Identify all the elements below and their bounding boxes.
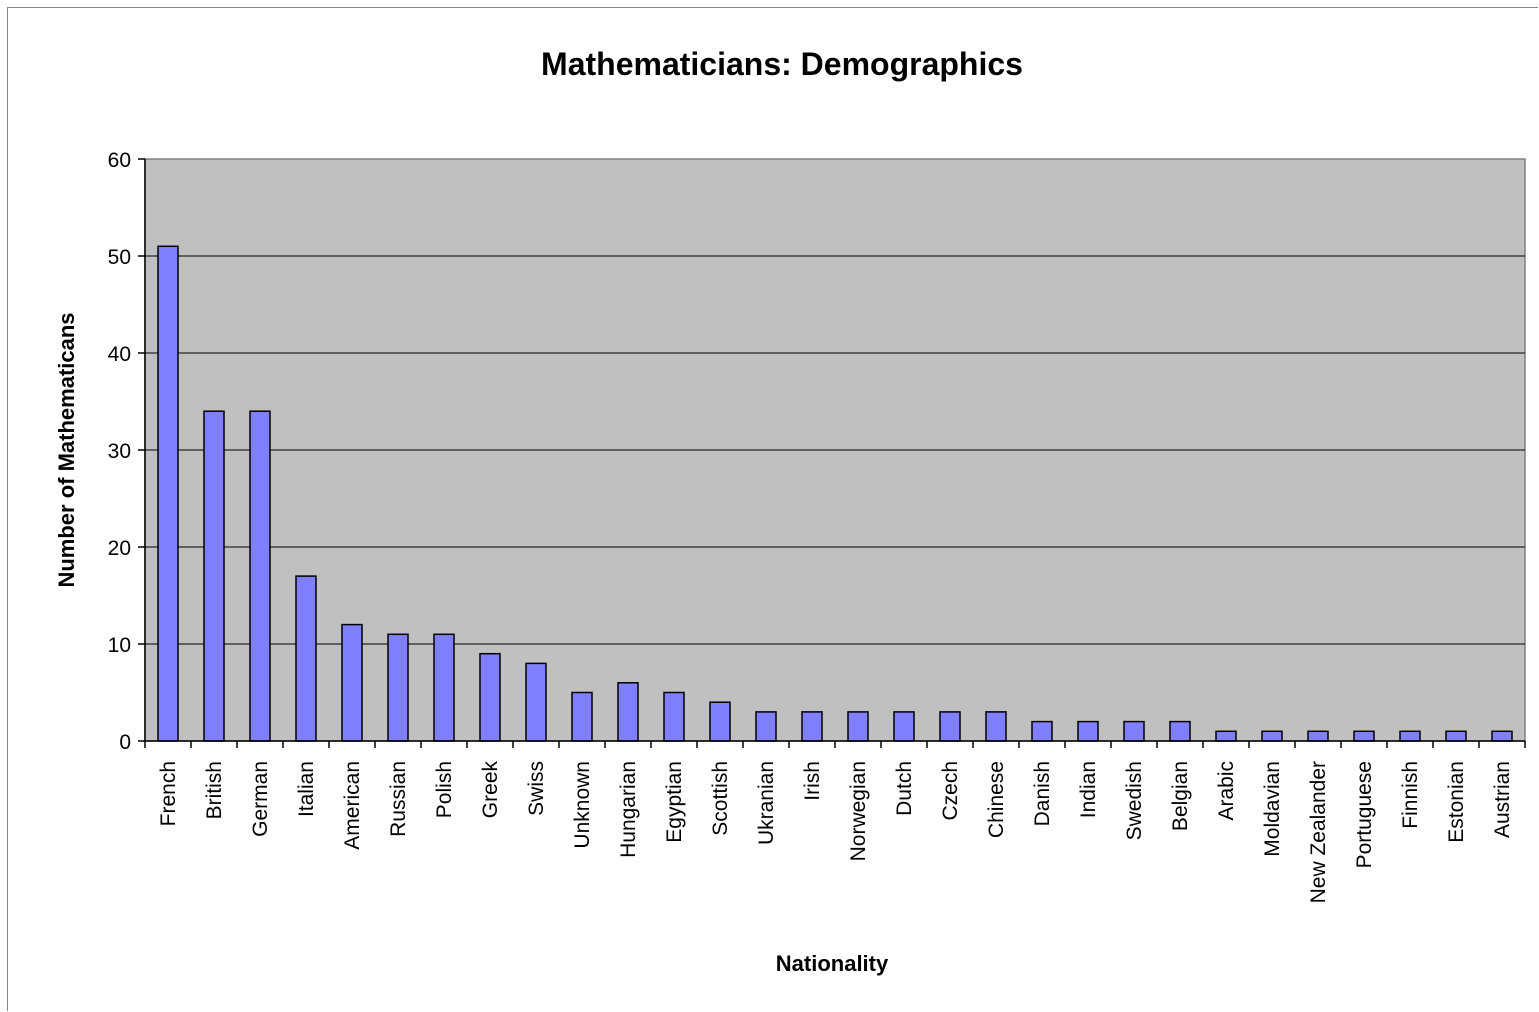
bar — [387, 633, 409, 742]
bar — [1031, 720, 1053, 742]
bar — [295, 575, 317, 742]
x-tick-label: Indian — [1077, 761, 1100, 818]
bar — [847, 711, 869, 742]
y-tick-labels: 0 10 20 30 40 50 60 — [108, 149, 131, 754]
bar — [801, 711, 823, 742]
bar — [249, 410, 271, 742]
bar — [985, 711, 1007, 742]
y-tick-label: 10 — [108, 634, 131, 657]
x-tick-label: Arabic — [1215, 761, 1238, 821]
x-tick-label: Russian — [387, 761, 410, 837]
x-tick-label: American — [341, 761, 364, 850]
x-tick-label: Greek — [479, 761, 502, 819]
bar — [1353, 730, 1375, 742]
x-tick-label: Swiss — [525, 761, 548, 816]
bar — [1123, 720, 1145, 742]
bar — [203, 410, 225, 742]
x-tick-label: Irish — [801, 761, 824, 801]
x-tick-label: Polish — [433, 761, 456, 818]
bar — [663, 691, 685, 742]
x-tick-label: Chinese — [985, 761, 1008, 838]
x-tick-label: Italian — [295, 761, 318, 817]
chart-title: Mathematicians: Demographics — [541, 46, 1023, 82]
x-tick-label: Swedish — [1123, 761, 1146, 840]
y-tick-label: 0 — [119, 731, 131, 754]
bar — [1445, 730, 1467, 742]
y-tick-label: 60 — [108, 149, 131, 172]
bar — [709, 701, 731, 742]
bar — [571, 691, 593, 742]
bar — [1215, 730, 1237, 742]
bar — [1169, 720, 1191, 742]
x-tick-label: Scottish — [709, 761, 732, 836]
chart-frame — [7, 7, 1538, 1011]
bar — [341, 623, 363, 742]
bar — [1307, 730, 1329, 742]
x-tick-label: British — [203, 761, 226, 819]
x-tick-label: Estonian — [1445, 761, 1468, 843]
x-tick-label: Norwegian — [847, 761, 870, 861]
x-tick-label: Dutch — [893, 761, 916, 816]
bar — [157, 245, 179, 742]
x-tick-label: Ukranian — [755, 761, 778, 845]
y-tick-label: 50 — [108, 246, 131, 269]
x-tick-label: Hungarian — [617, 761, 640, 858]
bars — [157, 245, 1513, 742]
bar — [939, 711, 961, 742]
bar — [479, 652, 501, 742]
x-tick-label: Danish — [1031, 761, 1054, 826]
x-tick-label: Portuguese — [1353, 761, 1376, 868]
y-tick-label: 20 — [108, 537, 131, 560]
x-tick-labels: French British German Italian American Russia… — [157, 761, 1514, 904]
y-axis-label: Number of Mathematicans — [54, 312, 79, 587]
y-tick-label: 40 — [108, 343, 131, 366]
axes — [138, 158, 1526, 748]
bar — [1399, 730, 1421, 742]
x-tick-label: Czech — [939, 761, 962, 821]
x-tick-label: Unknown — [571, 761, 594, 849]
y-tick-label: 30 — [108, 440, 131, 463]
bar — [755, 711, 777, 742]
x-tick-label: German — [249, 761, 272, 837]
bar — [1261, 730, 1283, 742]
bar — [1077, 720, 1099, 742]
x-tick-label: New Zealander — [1307, 761, 1330, 903]
x-tick-label: French — [157, 761, 180, 826]
bar — [1491, 730, 1513, 742]
x-tick-label: Egyptian — [663, 761, 686, 843]
x-tick-label: Austrian — [1491, 761, 1514, 838]
bar — [893, 711, 915, 742]
bar — [525, 662, 547, 742]
x-tick-label: Finnish — [1399, 761, 1422, 829]
x-axis-label: Nationality — [776, 951, 889, 976]
x-tick-label: Moldavian — [1261, 761, 1284, 857]
x-tick-label: Belgian — [1169, 761, 1192, 831]
bar — [617, 682, 639, 742]
gridlines — [145, 255, 1525, 645]
bar — [433, 633, 455, 742]
